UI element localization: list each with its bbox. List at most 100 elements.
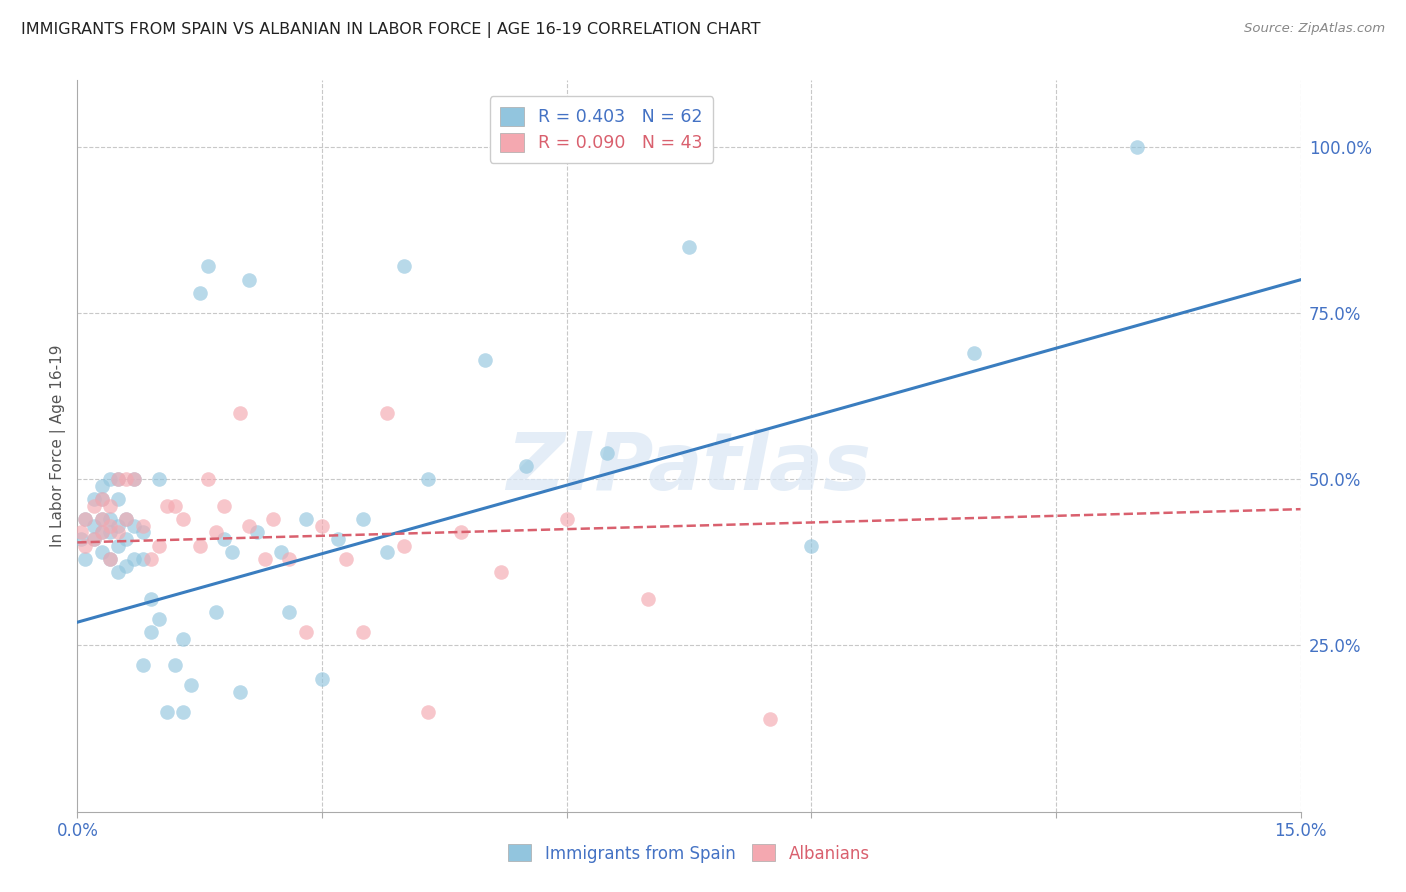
Point <box>115 512 138 526</box>
Point <box>197 472 219 486</box>
Point <box>139 625 162 640</box>
Point <box>75 512 97 526</box>
Point <box>107 472 129 486</box>
Point <box>246 525 269 540</box>
Point <box>180 678 202 692</box>
Point <box>416 472 439 486</box>
Point <box>90 512 112 526</box>
Point <box>98 525 121 540</box>
Point <box>107 518 129 533</box>
Point <box>98 518 121 533</box>
Point <box>212 532 235 546</box>
Point <box>172 512 194 526</box>
Point <box>188 286 211 301</box>
Point <box>262 512 284 526</box>
Point <box>474 352 496 367</box>
Point <box>83 499 105 513</box>
Point <box>165 658 187 673</box>
Point <box>90 525 112 540</box>
Point <box>491 566 513 580</box>
Point <box>156 499 179 513</box>
Point <box>963 346 986 360</box>
Point <box>294 625 316 640</box>
Point <box>139 552 162 566</box>
Point <box>156 705 179 719</box>
Point <box>375 406 398 420</box>
Point <box>98 552 121 566</box>
Point <box>375 545 398 559</box>
Point <box>238 273 260 287</box>
Point <box>83 492 105 507</box>
Point <box>124 472 146 486</box>
Point <box>148 612 170 626</box>
Text: IMMIGRANTS FROM SPAIN VS ALBANIAN IN LABOR FORCE | AGE 16-19 CORRELATION CHART: IMMIGRANTS FROM SPAIN VS ALBANIAN IN LAB… <box>21 22 761 38</box>
Point <box>83 532 105 546</box>
Point <box>450 525 472 540</box>
Point <box>1126 140 1149 154</box>
Point <box>392 260 415 274</box>
Point <box>311 672 333 686</box>
Y-axis label: In Labor Force | Age 16-19: In Labor Force | Age 16-19 <box>51 344 66 548</box>
Point <box>131 658 153 673</box>
Point <box>124 552 146 566</box>
Point <box>90 512 112 526</box>
Point <box>229 406 252 420</box>
Point <box>115 512 138 526</box>
Point <box>115 472 138 486</box>
Point <box>205 605 228 619</box>
Point <box>124 518 146 533</box>
Point <box>678 239 700 253</box>
Point <box>139 591 162 606</box>
Point <box>107 492 129 507</box>
Point <box>759 712 782 726</box>
Point <box>148 472 170 486</box>
Point <box>212 499 235 513</box>
Point <box>270 545 292 559</box>
Point <box>238 518 260 533</box>
Point <box>70 532 93 546</box>
Point <box>90 545 112 559</box>
Point <box>188 539 211 553</box>
Point <box>172 632 194 646</box>
Point <box>311 518 333 533</box>
Point <box>800 539 823 553</box>
Point <box>229 685 252 699</box>
Point <box>131 552 153 566</box>
Point <box>83 532 105 546</box>
Point <box>115 558 138 573</box>
Point <box>107 566 129 580</box>
Point <box>294 512 316 526</box>
Point <box>98 472 121 486</box>
Point <box>352 625 374 640</box>
Point <box>90 492 112 507</box>
Point <box>107 472 129 486</box>
Point <box>221 545 243 559</box>
Point <box>131 518 153 533</box>
Point <box>205 525 228 540</box>
Point <box>253 552 276 566</box>
Point <box>90 479 112 493</box>
Point <box>148 539 170 553</box>
Point <box>90 525 112 540</box>
Point <box>555 512 578 526</box>
Point <box>115 532 138 546</box>
Point <box>515 458 537 473</box>
Point <box>416 705 439 719</box>
Point <box>98 512 121 526</box>
Point <box>328 532 350 546</box>
Point <box>75 539 97 553</box>
Point <box>197 260 219 274</box>
Point <box>165 499 187 513</box>
Point <box>98 499 121 513</box>
Point <box>352 512 374 526</box>
Point <box>637 591 659 606</box>
Point <box>278 605 301 619</box>
Point <box>90 492 112 507</box>
Point <box>75 552 97 566</box>
Point <box>98 552 121 566</box>
Point <box>596 445 619 459</box>
Point <box>124 472 146 486</box>
Text: ZIPatlas: ZIPatlas <box>506 429 872 507</box>
Point <box>107 525 129 540</box>
Text: Source: ZipAtlas.com: Source: ZipAtlas.com <box>1244 22 1385 36</box>
